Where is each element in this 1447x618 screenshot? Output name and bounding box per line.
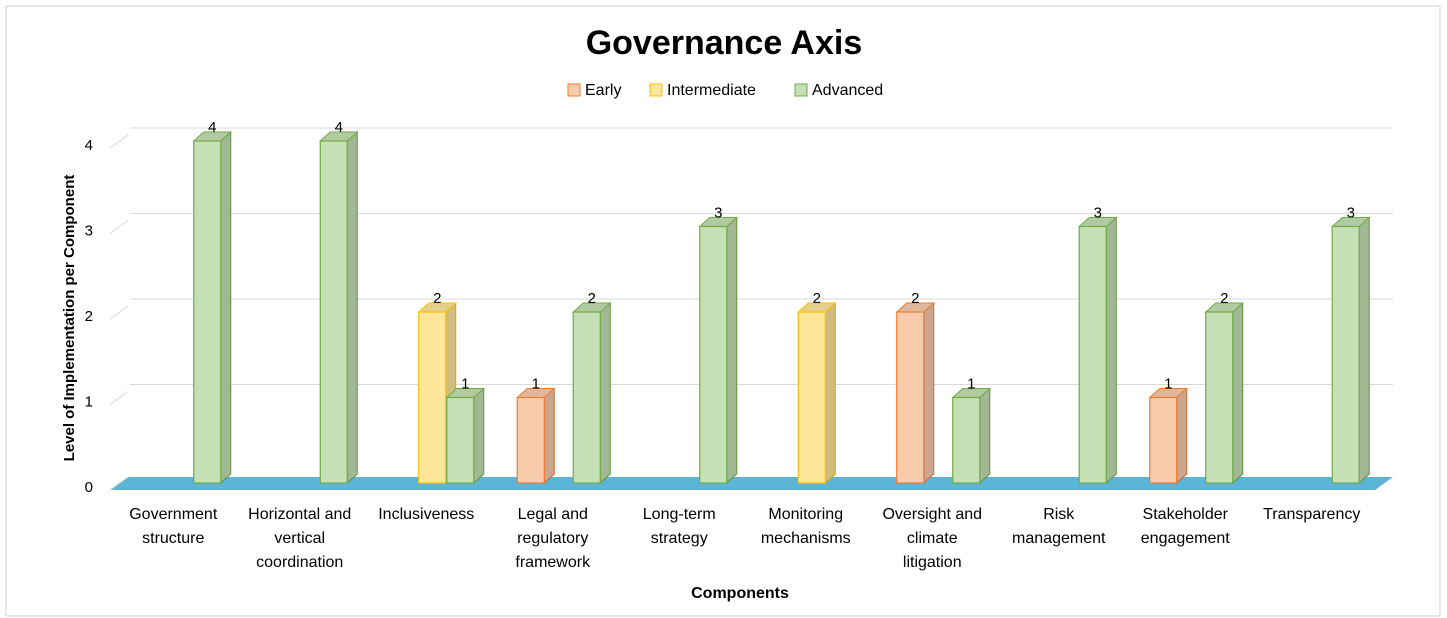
legend-swatch: [649, 83, 663, 97]
bar-front: [193, 140, 222, 484]
bar-side: [599, 301, 611, 485]
bar-side: [1176, 387, 1188, 485]
x-tick-label: Legal and regulatory framework: [515, 506, 591, 571]
y-tick: [109, 476, 129, 491]
data-label: 2: [911, 290, 919, 307]
bar: [1330, 216, 1371, 485]
bar-side: [473, 387, 485, 485]
y-tick: [109, 305, 129, 320]
bar-front: [418, 311, 447, 484]
bar-front: [952, 396, 981, 484]
bar-front: [1078, 225, 1107, 484]
y-tick: [109, 220, 129, 234]
data-label: 1: [532, 375, 540, 392]
legend-label: Intermediate: [667, 82, 756, 99]
bar-side: [824, 301, 836, 485]
y-tick-label: 0: [85, 479, 93, 496]
bar-front: [1205, 311, 1234, 484]
data-label: 1: [967, 375, 975, 392]
x-axis-label: Components: [691, 585, 789, 602]
bar-side: [1232, 301, 1244, 485]
data-label: 4: [208, 119, 216, 136]
bar-side: [726, 216, 738, 485]
bar-front: [516, 396, 545, 484]
bar: [796, 301, 837, 485]
bar: [445, 387, 486, 485]
bar: [1204, 301, 1245, 485]
legend-swatch: [567, 83, 581, 97]
data-label: 4: [335, 119, 343, 136]
legend-swatch: [794, 83, 808, 97]
data-label: 3: [1094, 204, 1102, 221]
y-axis-label: Level of Implementation per Component: [61, 175, 78, 462]
x-tick-label: Government structure: [129, 506, 218, 547]
data-label: 2: [588, 290, 596, 307]
data-label: 2: [1220, 290, 1228, 307]
bar: [571, 301, 612, 485]
bar-front: [1149, 396, 1178, 484]
x-tick-label: Transparency: [1263, 506, 1361, 523]
y-tick-label: 4: [85, 137, 93, 154]
bar-side: [543, 387, 555, 485]
x-tick-label: Oversight and climate litigation: [882, 506, 983, 571]
bar: [1148, 387, 1189, 485]
bar-side: [979, 387, 991, 485]
y-tick-label: 1: [85, 393, 93, 410]
bar: [698, 216, 739, 485]
bar-front: [572, 311, 601, 484]
x-tick-label: Long-term strategy: [642, 506, 716, 547]
bar: [1077, 216, 1118, 485]
bar-side: [1358, 216, 1370, 485]
x-tick-label: Stakeholder engagement: [1140, 506, 1230, 547]
chart-title: Governance Axis: [586, 24, 863, 62]
bar: [318, 130, 359, 485]
data-label: 2: [433, 290, 441, 307]
floor: [110, 477, 1393, 490]
x-tick-label: Monitoring mechanisms: [760, 506, 851, 547]
data-label: 3: [714, 204, 722, 221]
bar: [951, 387, 992, 485]
y-tick-label: 3: [85, 222, 93, 239]
y-tick: [109, 391, 129, 405]
data-label: 3: [1347, 204, 1355, 221]
bar-side: [923, 301, 935, 485]
bar-front: [699, 225, 728, 484]
bar-side: [1105, 216, 1117, 485]
bar: [192, 130, 233, 485]
bar-front: [319, 140, 348, 484]
legend-label: Early: [585, 82, 621, 99]
x-tick-label: Inclusiveness: [378, 506, 475, 523]
bar-front: [896, 311, 925, 484]
x-tick-label: Horizontal and vertical coordination: [248, 506, 352, 571]
bar-side: [220, 130, 232, 485]
bar-front: [1331, 225, 1360, 484]
x-tick-label: Risk management: [1012, 506, 1106, 547]
bar-side: [346, 130, 358, 485]
data-label: 1: [1164, 375, 1172, 392]
legend-label: Advanced: [812, 82, 883, 99]
bar-front: [797, 311, 826, 484]
data-label: 1: [461, 375, 469, 392]
y-tick: [109, 134, 129, 149]
y-tick-label: 2: [85, 308, 93, 325]
bar: [895, 301, 936, 485]
bar-front: [446, 396, 475, 484]
data-label: 2: [813, 290, 821, 307]
bar: [515, 387, 556, 485]
